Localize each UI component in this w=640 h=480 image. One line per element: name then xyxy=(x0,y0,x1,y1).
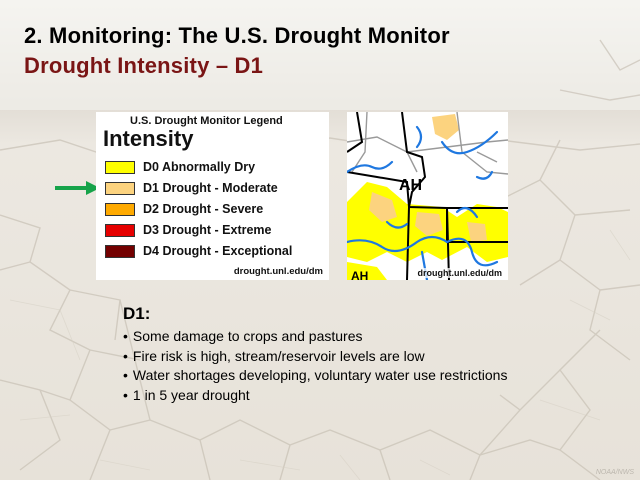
bullet-icon: • xyxy=(123,328,128,344)
legend-item-d1: D1 Drought - Moderate xyxy=(105,181,327,196)
drought-map: AH AH drought.unl.edu/dm xyxy=(347,112,508,280)
legend-swatch-d3 xyxy=(105,224,135,237)
map-d1-area xyxy=(467,222,487,242)
legend-label-d3: D3 Drought - Extreme xyxy=(143,223,272,237)
list-item: • Some damage to crops and pastures xyxy=(123,327,593,347)
drought-legend: U.S. Drought Monitor Legend Intensity D0… xyxy=(96,112,329,280)
legend-item-d2: D2 Drought - Severe xyxy=(105,202,327,217)
right-arrow-icon xyxy=(55,181,100,195)
legend-item-d0: D0 Abnormally Dry xyxy=(105,160,327,175)
slide-title: 2. Monitoring: The U.S. Drought Monitor xyxy=(24,23,450,48)
d1-description: D1: • Some damage to crops and pastures •… xyxy=(123,304,593,405)
drought-map-graphic: AH AH xyxy=(347,112,508,280)
map-impact-label: AH xyxy=(351,269,368,280)
legend-item-d3: D3 Drought - Extreme xyxy=(105,223,327,238)
legend-swatch-d2 xyxy=(105,203,135,216)
list-item: • 1 in 5 year drought xyxy=(123,386,593,406)
legend-swatch-d0 xyxy=(105,161,135,174)
map-d1-area xyxy=(415,212,443,236)
list-item: • Fire risk is high, stream/reservoir lev… xyxy=(123,347,593,367)
bullet-text: 1 in 5 year drought xyxy=(132,386,250,403)
legend-intensity-heading: Intensity xyxy=(103,126,194,151)
legend-title: U.S. Drought Monitor Legend xyxy=(130,115,283,127)
legend-label-d2: D2 Drought - Severe xyxy=(143,202,264,216)
image-credit: NOAA/NWS xyxy=(595,469,634,476)
slide-subtitle: Drought Intensity – D1 xyxy=(24,53,264,78)
map-d0-area xyxy=(347,262,387,280)
legend-swatch-d4 xyxy=(105,245,135,258)
map-d1-area xyxy=(432,114,459,140)
list-item: • Water shortages developing, voluntary w… xyxy=(123,366,593,386)
bullet-text: Water shortages developing, voluntary wa… xyxy=(132,367,508,383)
notes-heading: D1: xyxy=(123,304,151,323)
legend-label-d4: D4 Drought - Exceptional xyxy=(143,244,293,258)
legend-label-d0: D0 Abnormally Dry xyxy=(143,160,256,174)
bullet-text: Fire risk is high, stream/reservoir leve… xyxy=(132,347,425,364)
map-d1-area xyxy=(369,192,397,222)
bullet-text: Some damage to crops and pastures xyxy=(132,328,363,344)
legend-item-d4: D4 Drought - Exceptional xyxy=(105,244,327,259)
bullet-icon: • xyxy=(123,367,128,383)
legend-swatch-d1 xyxy=(105,182,135,195)
map-impact-label: AH xyxy=(399,177,422,194)
bullet-icon: • xyxy=(123,347,128,364)
bullet-icon: • xyxy=(123,386,128,403)
map-source-url: drought.unl.edu/dm xyxy=(415,268,504,278)
legend-label-d1: D1 Drought - Moderate xyxy=(143,181,278,195)
legend-source-url: drought.unl.edu/dm xyxy=(233,266,323,277)
